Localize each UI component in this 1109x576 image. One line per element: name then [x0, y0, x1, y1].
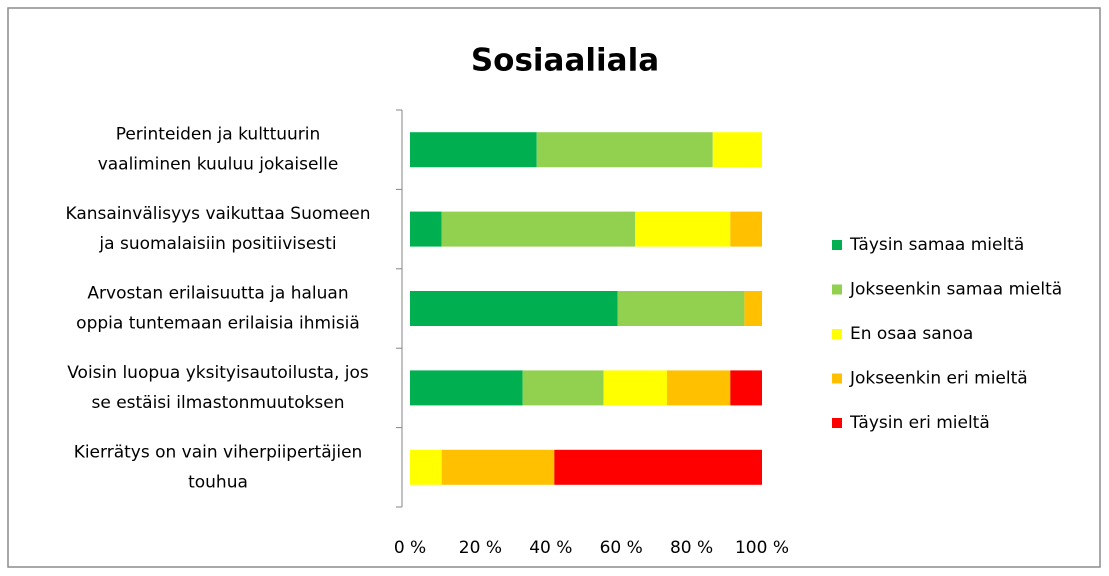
bar-segment — [410, 370, 523, 406]
bar-segment — [554, 449, 762, 485]
bar-segment — [536, 132, 713, 168]
bar-segment — [744, 291, 762, 326]
legend-swatch — [832, 284, 842, 295]
bar-segment — [410, 449, 442, 485]
bar-segment — [730, 370, 762, 406]
x-tick-label: 40 % — [529, 538, 572, 558]
x-tick-label: 0 % — [394, 538, 426, 558]
y-tick-label: se estäisi ilmastonmuutoksen — [91, 393, 344, 413]
legend-label: En osaa sanoa — [850, 324, 973, 344]
legend-swatch — [832, 373, 842, 384]
bar-segment — [666, 370, 731, 406]
x-tick-label: 60 % — [600, 538, 643, 558]
bar-segment — [410, 211, 442, 247]
legend-label: Täysin samaa mieltä — [849, 235, 1024, 255]
y-tick-label: Kansainvälisyys vaikuttaa Suomeen — [65, 204, 370, 224]
bar-segment — [441, 211, 636, 247]
legend-label: Täysin eri mieltä — [849, 413, 990, 433]
y-tick-label: vaaliminen kuuluu jokaiselle — [98, 155, 339, 175]
y-tick-label: Kierrätys on vain viherpiipertäjien — [74, 442, 363, 462]
legend-label: Jokseenkin eri mieltä — [849, 369, 1028, 389]
x-tick-label: 20 % — [459, 538, 502, 558]
y-tick-label: touhua — [188, 472, 248, 492]
bar-segment — [603, 370, 667, 406]
y-tick-label: Voisin luopua yksityisautoilusta, jos — [67, 363, 369, 383]
bar-segment — [522, 370, 604, 406]
x-tick-label: 100 % — [735, 538, 789, 558]
bar-segment — [410, 132, 537, 168]
y-tick-label: ja suomalaisiin positiivisesti — [98, 234, 336, 254]
legend-swatch — [832, 418, 842, 428]
x-tick-label: 80 % — [670, 538, 713, 558]
bar-segment — [410, 291, 618, 326]
bar-segment — [730, 211, 762, 247]
bar-segment — [441, 449, 555, 485]
chart-title: Sosiaaliala — [471, 43, 659, 79]
bar-segment — [712, 132, 762, 168]
y-tick-label: oppia tuntemaan erilaisia ihmisiä — [76, 314, 360, 334]
legend-swatch — [832, 240, 842, 250]
bar-segment — [635, 211, 731, 247]
y-tick-label: Arvostan erilaisuutta ja haluan — [87, 284, 348, 304]
legend-label: Jokseenkin samaa mieltä — [849, 280, 1062, 300]
bar-segment — [617, 291, 745, 326]
y-tick-label: Perinteiden ja kulttuurin — [116, 125, 321, 145]
legend-swatch — [832, 329, 842, 339]
